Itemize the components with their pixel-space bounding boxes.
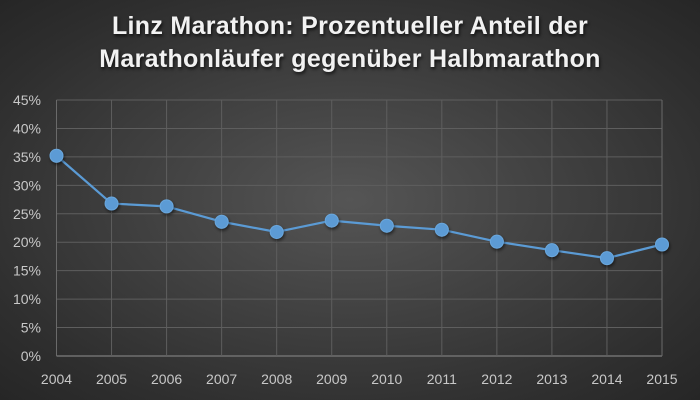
y-tick-label: 35% (13, 149, 41, 165)
x-tick-label: 2012 (481, 371, 512, 387)
x-tick-label: 2007 (206, 371, 237, 387)
data-point-marker (599, 251, 614, 266)
chart-title-line2: Marathonläufer gegenüber Halbmarathon (99, 45, 601, 73)
data-point-marker (324, 213, 339, 228)
x-tick-label: 2014 (591, 371, 622, 387)
data-point-marker (379, 218, 394, 233)
data-point-marker (489, 234, 504, 249)
x-tick-label: 2004 (41, 371, 72, 387)
x-tick-label: 2008 (261, 371, 292, 387)
data-point-marker (434, 222, 449, 237)
chart-title-line1: Linz Marathon: Prozentueller Anteil der (111, 12, 589, 40)
x-tick-label: 2011 (427, 371, 457, 387)
data-point-marker (214, 214, 229, 229)
x-tick-label: 2015 (646, 371, 677, 387)
y-tick-label: 10% (13, 291, 41, 307)
x-tick-label: 2006 (151, 371, 182, 387)
y-tick-label: 20% (13, 234, 41, 250)
y-tick-label: 30% (13, 177, 41, 193)
y-tick-label: 40% (13, 120, 41, 136)
data-point-marker (544, 243, 559, 258)
series-line (55, 154, 663, 260)
data-point-marker (655, 237, 669, 252)
data-series (49, 148, 669, 266)
x-tick-label: 2013 (536, 371, 567, 387)
gridlines (56, 99, 663, 357)
x-tick-label: 2005 (96, 371, 127, 387)
y-tick-label: 5% (21, 320, 41, 336)
x-tick-label: 2009 (316, 371, 347, 387)
chart-title: Linz Marathon: Prozentueller Anteil der … (0, 10, 700, 76)
data-point-marker (269, 224, 284, 239)
y-tick-label: 25% (13, 206, 41, 222)
y-axis-ticks: 0% 5% 10% 15% 20% 25% 30% 35% 40% 45% (13, 92, 41, 364)
data-point-marker (49, 148, 64, 163)
data-point-marker (104, 196, 119, 211)
x-axis-ticks: 2004 2005 2006 2007 2008 2009 2010 2011 2012 2013… (41, 371, 678, 387)
data-point-marker (159, 199, 174, 214)
x-tick-label: 2010 (371, 371, 402, 387)
y-tick-label: 15% (13, 263, 41, 279)
y-tick-label: 0% (21, 348, 41, 364)
y-tick-label: 45% (13, 92, 41, 108)
